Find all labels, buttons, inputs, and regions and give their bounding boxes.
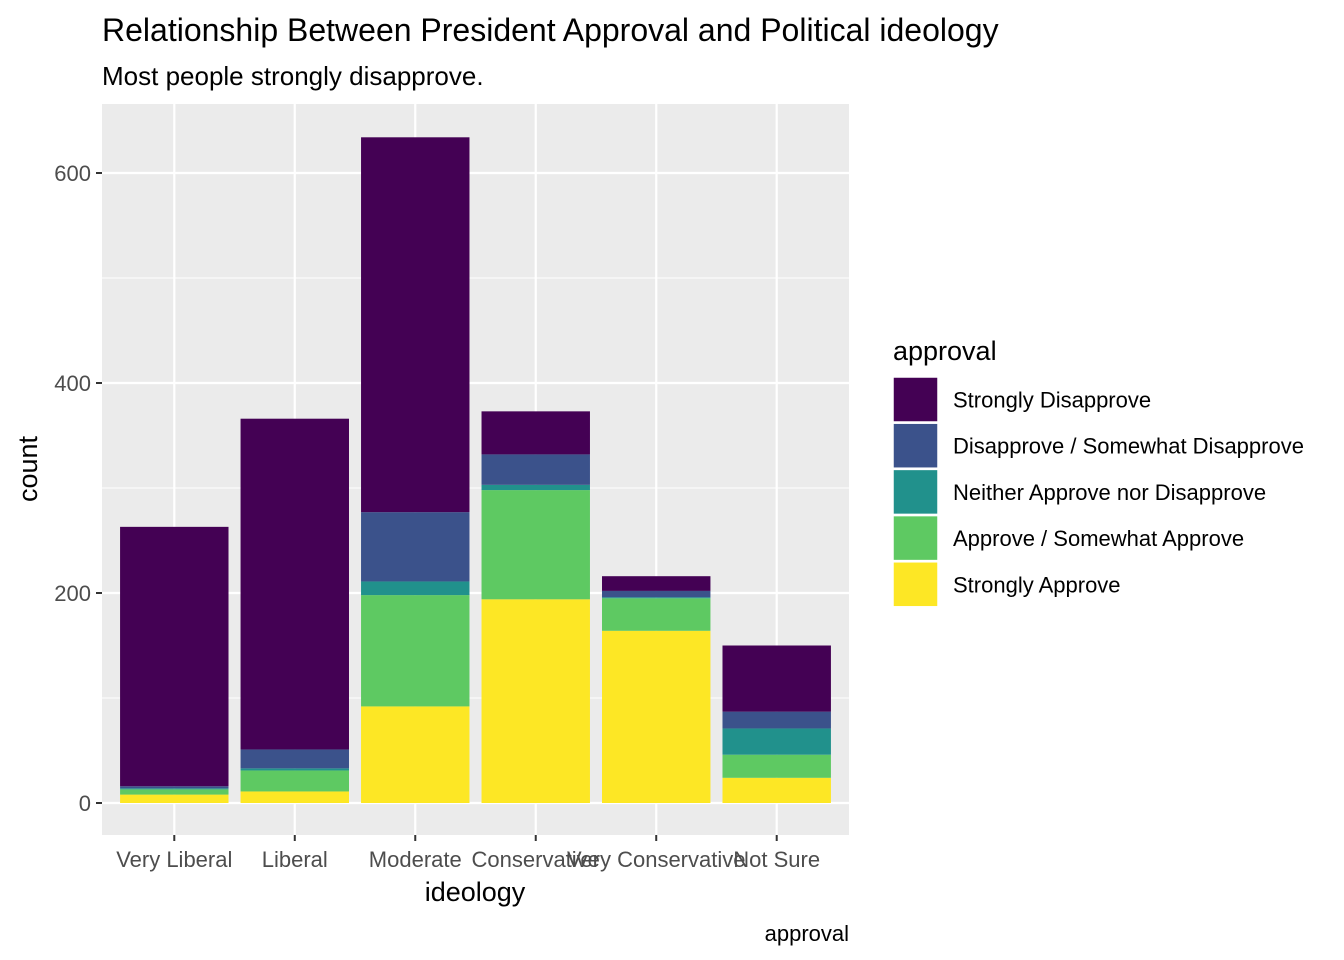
bar-segment xyxy=(722,778,830,803)
bar-segment xyxy=(482,485,590,490)
legend-key xyxy=(893,423,938,468)
legend-label: Strongly Disapprove xyxy=(953,388,1151,413)
bar-segment xyxy=(722,755,830,778)
bar-segment xyxy=(120,788,228,789)
legend-key xyxy=(893,377,938,422)
bar-segment xyxy=(361,595,469,706)
bar-segment xyxy=(241,768,349,770)
chart-title: Relationship Between President Approval … xyxy=(102,12,999,48)
legend: approval Strongly Disapprove Disapprove /… xyxy=(893,336,1304,607)
legend-label: Neither Approve nor Disapprove xyxy=(953,480,1266,505)
bar-segment xyxy=(361,512,469,581)
bar-segment xyxy=(722,646,830,712)
x-axis: Very Liberal Liberal Moderate ConservativeV… xyxy=(116,835,820,872)
bar-segment xyxy=(361,581,469,595)
legend-key xyxy=(893,562,938,607)
x-tick-label: Very Liberal xyxy=(116,847,232,872)
bar-segment xyxy=(482,454,590,484)
bar-segment xyxy=(722,728,830,754)
x-tick-label: Not Sure xyxy=(733,847,820,872)
legend-label: Approve / Somewhat Approve xyxy=(953,526,1244,551)
legend-key xyxy=(893,469,938,514)
bar-segment xyxy=(602,591,710,597)
bar-segment xyxy=(241,770,349,791)
bar-segment xyxy=(120,789,228,794)
x-tick-label: Moderate xyxy=(369,847,462,872)
bar-segment xyxy=(120,527,228,786)
bar-segment xyxy=(602,576,710,591)
bar-segment xyxy=(241,419,349,750)
x-axis-label: ideology xyxy=(425,877,526,907)
bar-segment xyxy=(482,411,590,454)
y-tick-label: 0 xyxy=(79,791,91,816)
bar-segment xyxy=(482,599,590,803)
legend-key xyxy=(893,516,938,561)
legend-items: Strongly Disapprove Disapprove / Somewhat… xyxy=(893,377,1304,607)
bar-segment xyxy=(602,597,710,598)
y-tick-label: 200 xyxy=(54,581,91,606)
legend-title: approval xyxy=(893,336,997,366)
x-tick-label: Very Conservative xyxy=(567,847,746,872)
bar-segment xyxy=(120,786,228,788)
legend-label: Strongly Approve xyxy=(953,572,1121,597)
legend-label: Disapprove / Somewhat Disapprove xyxy=(953,434,1304,459)
bar-segment xyxy=(482,490,590,599)
chart-caption: approval xyxy=(765,921,849,946)
y-axis-label: count xyxy=(13,435,43,502)
bar-segment xyxy=(361,137,469,512)
y-tick-label: 600 xyxy=(54,161,91,186)
x-tick-label: Liberal xyxy=(262,847,328,872)
bar-segment xyxy=(241,791,349,803)
bar-segment xyxy=(602,598,710,631)
chart-subtitle: Most people strongly disapprove. xyxy=(102,61,484,91)
bar-segment xyxy=(241,749,349,768)
bar-segment xyxy=(361,706,469,803)
bar-segment xyxy=(602,631,710,803)
bar-segment xyxy=(722,712,830,729)
y-tick-label: 400 xyxy=(54,371,91,396)
y-axis: 0 200 400 600 xyxy=(54,161,102,816)
bar-segment xyxy=(120,795,228,803)
